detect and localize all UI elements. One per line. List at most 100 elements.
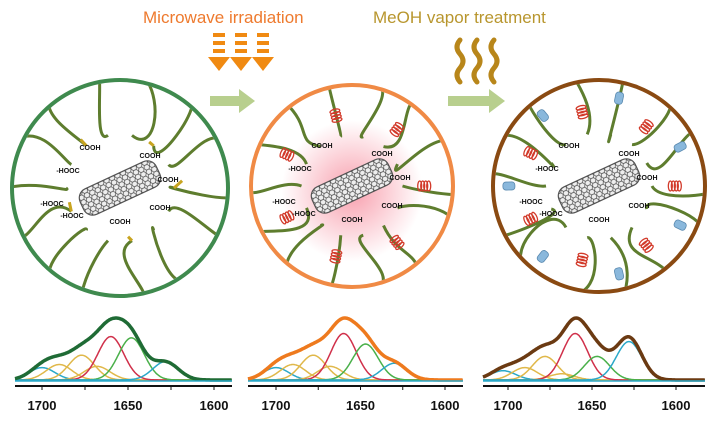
x-tick-label: 1700: [262, 398, 291, 413]
helix-icon: [638, 237, 654, 253]
polymer-chain: [573, 82, 592, 135]
helix-icon: [389, 121, 405, 138]
helix-icon: [575, 104, 589, 120]
microwave-arrow-icon: [252, 33, 274, 71]
beta-sheet-icon: [536, 109, 549, 122]
helix-icon: [417, 180, 432, 192]
carboxyl-label: -HOOC: [272, 199, 295, 206]
envelope-curve: [247, 316, 463, 382]
polymer-chain: [397, 204, 451, 234]
helix-icon: [523, 211, 539, 227]
polymer-chain: [253, 138, 308, 165]
carboxyl-label: -HOOC: [292, 211, 315, 218]
polymer-circle-3: -HOOC COOH -HOOC COOH COOH -HOOC COOH COOH: [491, 78, 707, 294]
polymer-chain: [495, 172, 547, 188]
envelope-curve: [14, 316, 232, 382]
carboxyl-label: COOH: [312, 143, 333, 150]
beta-sheet-icon: [536, 250, 549, 263]
beta-sheet-icon: [673, 141, 687, 153]
beta-sheet-icon: [614, 91, 625, 105]
process-arrow-icon: [448, 89, 505, 113]
carboxyl-label: COOH: [80, 145, 101, 152]
microwave-arrow-icon: [208, 33, 230, 71]
polymer-chain: [627, 226, 670, 274]
polymer-chain: [573, 236, 597, 290]
methanol-label: MeOH vapor treatment: [373, 8, 546, 27]
carboxyl-label: COOH: [637, 175, 658, 182]
carbon-nanotube: [78, 160, 162, 216]
carboxyl-label: -HOOC: [288, 166, 311, 173]
polymer-chain: [80, 239, 110, 294]
beta-sheet-icon: [613, 267, 625, 281]
x-tick-label: 1600: [200, 398, 229, 413]
helix-icon: [667, 180, 682, 192]
polymer-chain: [284, 102, 321, 148]
polymer-chain: [131, 82, 157, 141]
carbon-nanotube: [310, 158, 394, 214]
polymer-chain: [607, 82, 626, 144]
x-tick-label: 1600: [431, 398, 460, 413]
carboxyl-label: -HOOC: [56, 168, 79, 175]
helix-icon: [329, 249, 343, 264]
helix-icon: [329, 108, 343, 123]
carboxyl-label: COOH: [619, 151, 640, 158]
polymer-chain: [326, 87, 343, 139]
beta-sheet-icon: [673, 219, 687, 231]
carboxyl-label: COOH: [110, 219, 131, 226]
vapor-wave-icon: [488, 37, 500, 85]
carboxyl-label: COOH: [158, 177, 179, 184]
carboxyl-label: -HOOC: [519, 199, 542, 206]
polymer-chain: [402, 184, 451, 196]
carboxyl-label: COOH: [559, 143, 580, 150]
ftir-panel-2: 1700 1650 1600: [247, 316, 463, 413]
ftir-panel-3: 1700 1650 1600: [482, 316, 705, 413]
polymer-chain: [650, 184, 703, 198]
polymer-chain: [359, 87, 385, 139]
vapor-wave-icon: [471, 37, 483, 85]
helix-icon: [279, 210, 295, 225]
polymer-circle-1: -HOOC COOH -HOOC COOH COOH -HOOC COOH COOH: [10, 78, 230, 298]
carbon-nanotube: [557, 158, 641, 214]
ftir-panel-1: 1700 1650 1600: [14, 316, 232, 413]
x-tick-label: 1700: [494, 398, 523, 413]
envelope-curve: [482, 316, 705, 382]
microwave-arrow-icon: [230, 33, 252, 71]
carboxyl-label: COOH: [382, 203, 403, 210]
helix-icon: [279, 147, 295, 162]
x-tick-label: 1650: [346, 398, 375, 413]
helix-icon: [575, 252, 589, 268]
carboxyl-label: -HOOC: [539, 211, 562, 218]
helix-icon: [638, 119, 654, 135]
vapor-wave-icon: [454, 37, 466, 85]
fit-component-7: [15, 360, 232, 381]
carboxyl-label: COOH: [150, 205, 171, 212]
polymer-chain: [253, 183, 303, 195]
polymer-chain: [168, 185, 226, 200]
x-tick-label: 1700: [28, 398, 57, 413]
carboxyl-label: COOH: [629, 203, 650, 210]
polymer-chain: [14, 183, 69, 191]
carboxyl-label: COOH: [589, 217, 610, 224]
polymer-circle-2: -HOOC COOH -HOOC COOH COOH -HOOC COOH COOH: [249, 83, 455, 289]
carboxyl-label: -HOOC: [60, 213, 83, 220]
helix-icon: [523, 145, 539, 161]
carboxyl-label: COOH: [140, 153, 161, 160]
microwave-label: Microwave irradiation: [143, 8, 304, 27]
carboxyl-label: COOH: [390, 175, 411, 182]
carboxyl-label: COOH: [372, 151, 393, 158]
process-arrow-icon: [210, 89, 255, 113]
x-tick-label: 1600: [662, 398, 691, 413]
x-tick-label: 1650: [578, 398, 607, 413]
helix-icon: [389, 234, 405, 251]
x-tick-label: 1650: [114, 398, 143, 413]
carboxyl-label: -HOOC: [40, 201, 63, 208]
carboxyl-label: COOH: [342, 217, 363, 224]
polymer-chain: [93, 82, 109, 139]
beta-sheet-icon: [502, 181, 516, 191]
carboxyl-label: -HOOC: [535, 166, 558, 173]
polymer-chain: [326, 235, 343, 285]
polymer-chain: [394, 138, 448, 172]
polymer-chain: [609, 236, 629, 290]
